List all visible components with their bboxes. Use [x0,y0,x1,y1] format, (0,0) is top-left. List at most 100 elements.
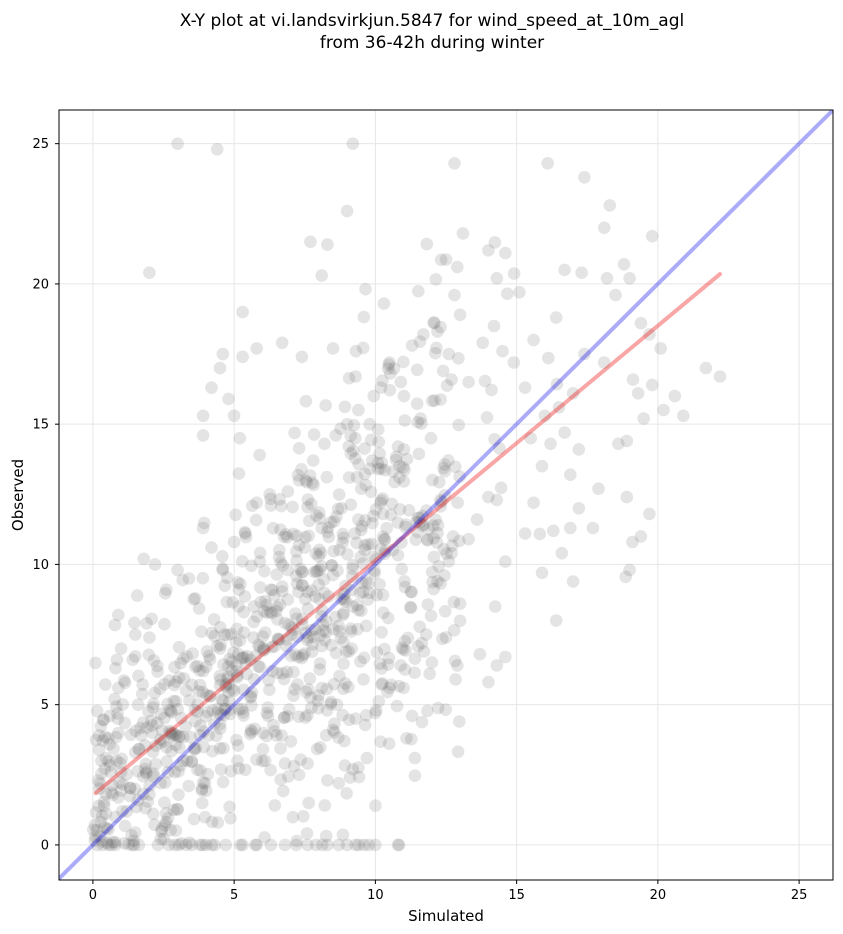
data-point [286,810,300,824]
data-point [284,649,298,663]
data-point [196,685,210,699]
data-point [550,377,564,391]
data-point [96,838,110,852]
data-point [205,838,219,852]
data-point [439,253,453,266]
data-point [134,729,148,742]
data-point [281,710,294,723]
data-point [352,603,365,617]
data-point [423,667,436,681]
data-point [177,754,190,768]
data-point [298,647,311,660]
reference-lines [59,110,833,880]
data-point [295,350,309,364]
data-point [478,374,492,388]
data-point [244,653,257,667]
data-point [410,363,424,377]
data-point [139,757,152,771]
data-point [305,497,318,511]
data-point [352,770,366,784]
data-point [575,266,588,280]
data-point [109,661,122,675]
data-point [225,655,238,668]
data-point [252,638,265,652]
data-point [184,730,197,744]
data-point [291,468,305,482]
data-point [318,633,332,647]
data-point [105,786,118,799]
data-point [274,523,287,536]
data-point [326,342,340,355]
y-tick-label: 5 [41,698,49,713]
data-point [322,590,335,603]
data-point [265,606,279,620]
data-point [110,653,124,667]
data-point [127,834,140,847]
data-point [350,470,364,484]
data-point [102,838,115,852]
data-point [547,524,560,538]
data-point [199,660,213,674]
data-point [132,838,146,852]
data-point [359,282,372,296]
data-point [253,640,266,654]
data-point [256,641,270,655]
data-point [485,383,498,397]
data-point [438,569,451,582]
data-point [453,470,466,483]
data-point [151,716,164,730]
data-point [172,788,185,801]
data-point [120,805,134,818]
data-point [343,771,357,784]
data-point [482,490,495,504]
data-point [390,699,404,713]
data-point [328,717,341,731]
data-point [290,612,303,626]
data-point [374,735,387,748]
data-point [349,838,362,852]
data-point [372,435,386,449]
data-point [448,654,462,668]
data-point [290,545,303,558]
data-point [273,598,287,612]
data-point [389,453,403,467]
data-point [301,585,314,599]
data-point [299,592,312,606]
data-point [431,575,444,588]
data-point [535,566,549,580]
data-point [303,469,317,482]
data-point [95,809,109,823]
data-point [258,643,271,656]
data-point [338,734,351,748]
data-point [358,718,372,732]
chart-title-line-1: X-Y plot at vi.landsvirkjun.5847 for win… [180,11,684,31]
data-point [327,544,340,558]
data-point [185,755,199,769]
data-point [544,437,557,451]
data-point [428,394,442,407]
data-point [204,689,217,703]
data-point [239,530,253,544]
data-point [222,392,235,406]
data-point [225,683,239,696]
data-point [488,236,502,249]
data-point [108,618,122,632]
data-point [169,824,183,837]
data-point [340,595,353,608]
data-point [309,838,323,852]
data-point [148,686,162,700]
data-point [230,665,244,678]
data-point [363,462,377,476]
data-point [314,741,327,754]
data-point [342,440,356,453]
data-point [643,507,656,521]
data-point [451,496,464,510]
data-point [378,547,392,561]
data-point [453,308,467,322]
data-point [185,755,199,768]
data-point [411,415,425,429]
data-point [230,671,244,684]
data-point [109,838,122,852]
data-point [422,522,435,536]
data-point [310,565,323,578]
